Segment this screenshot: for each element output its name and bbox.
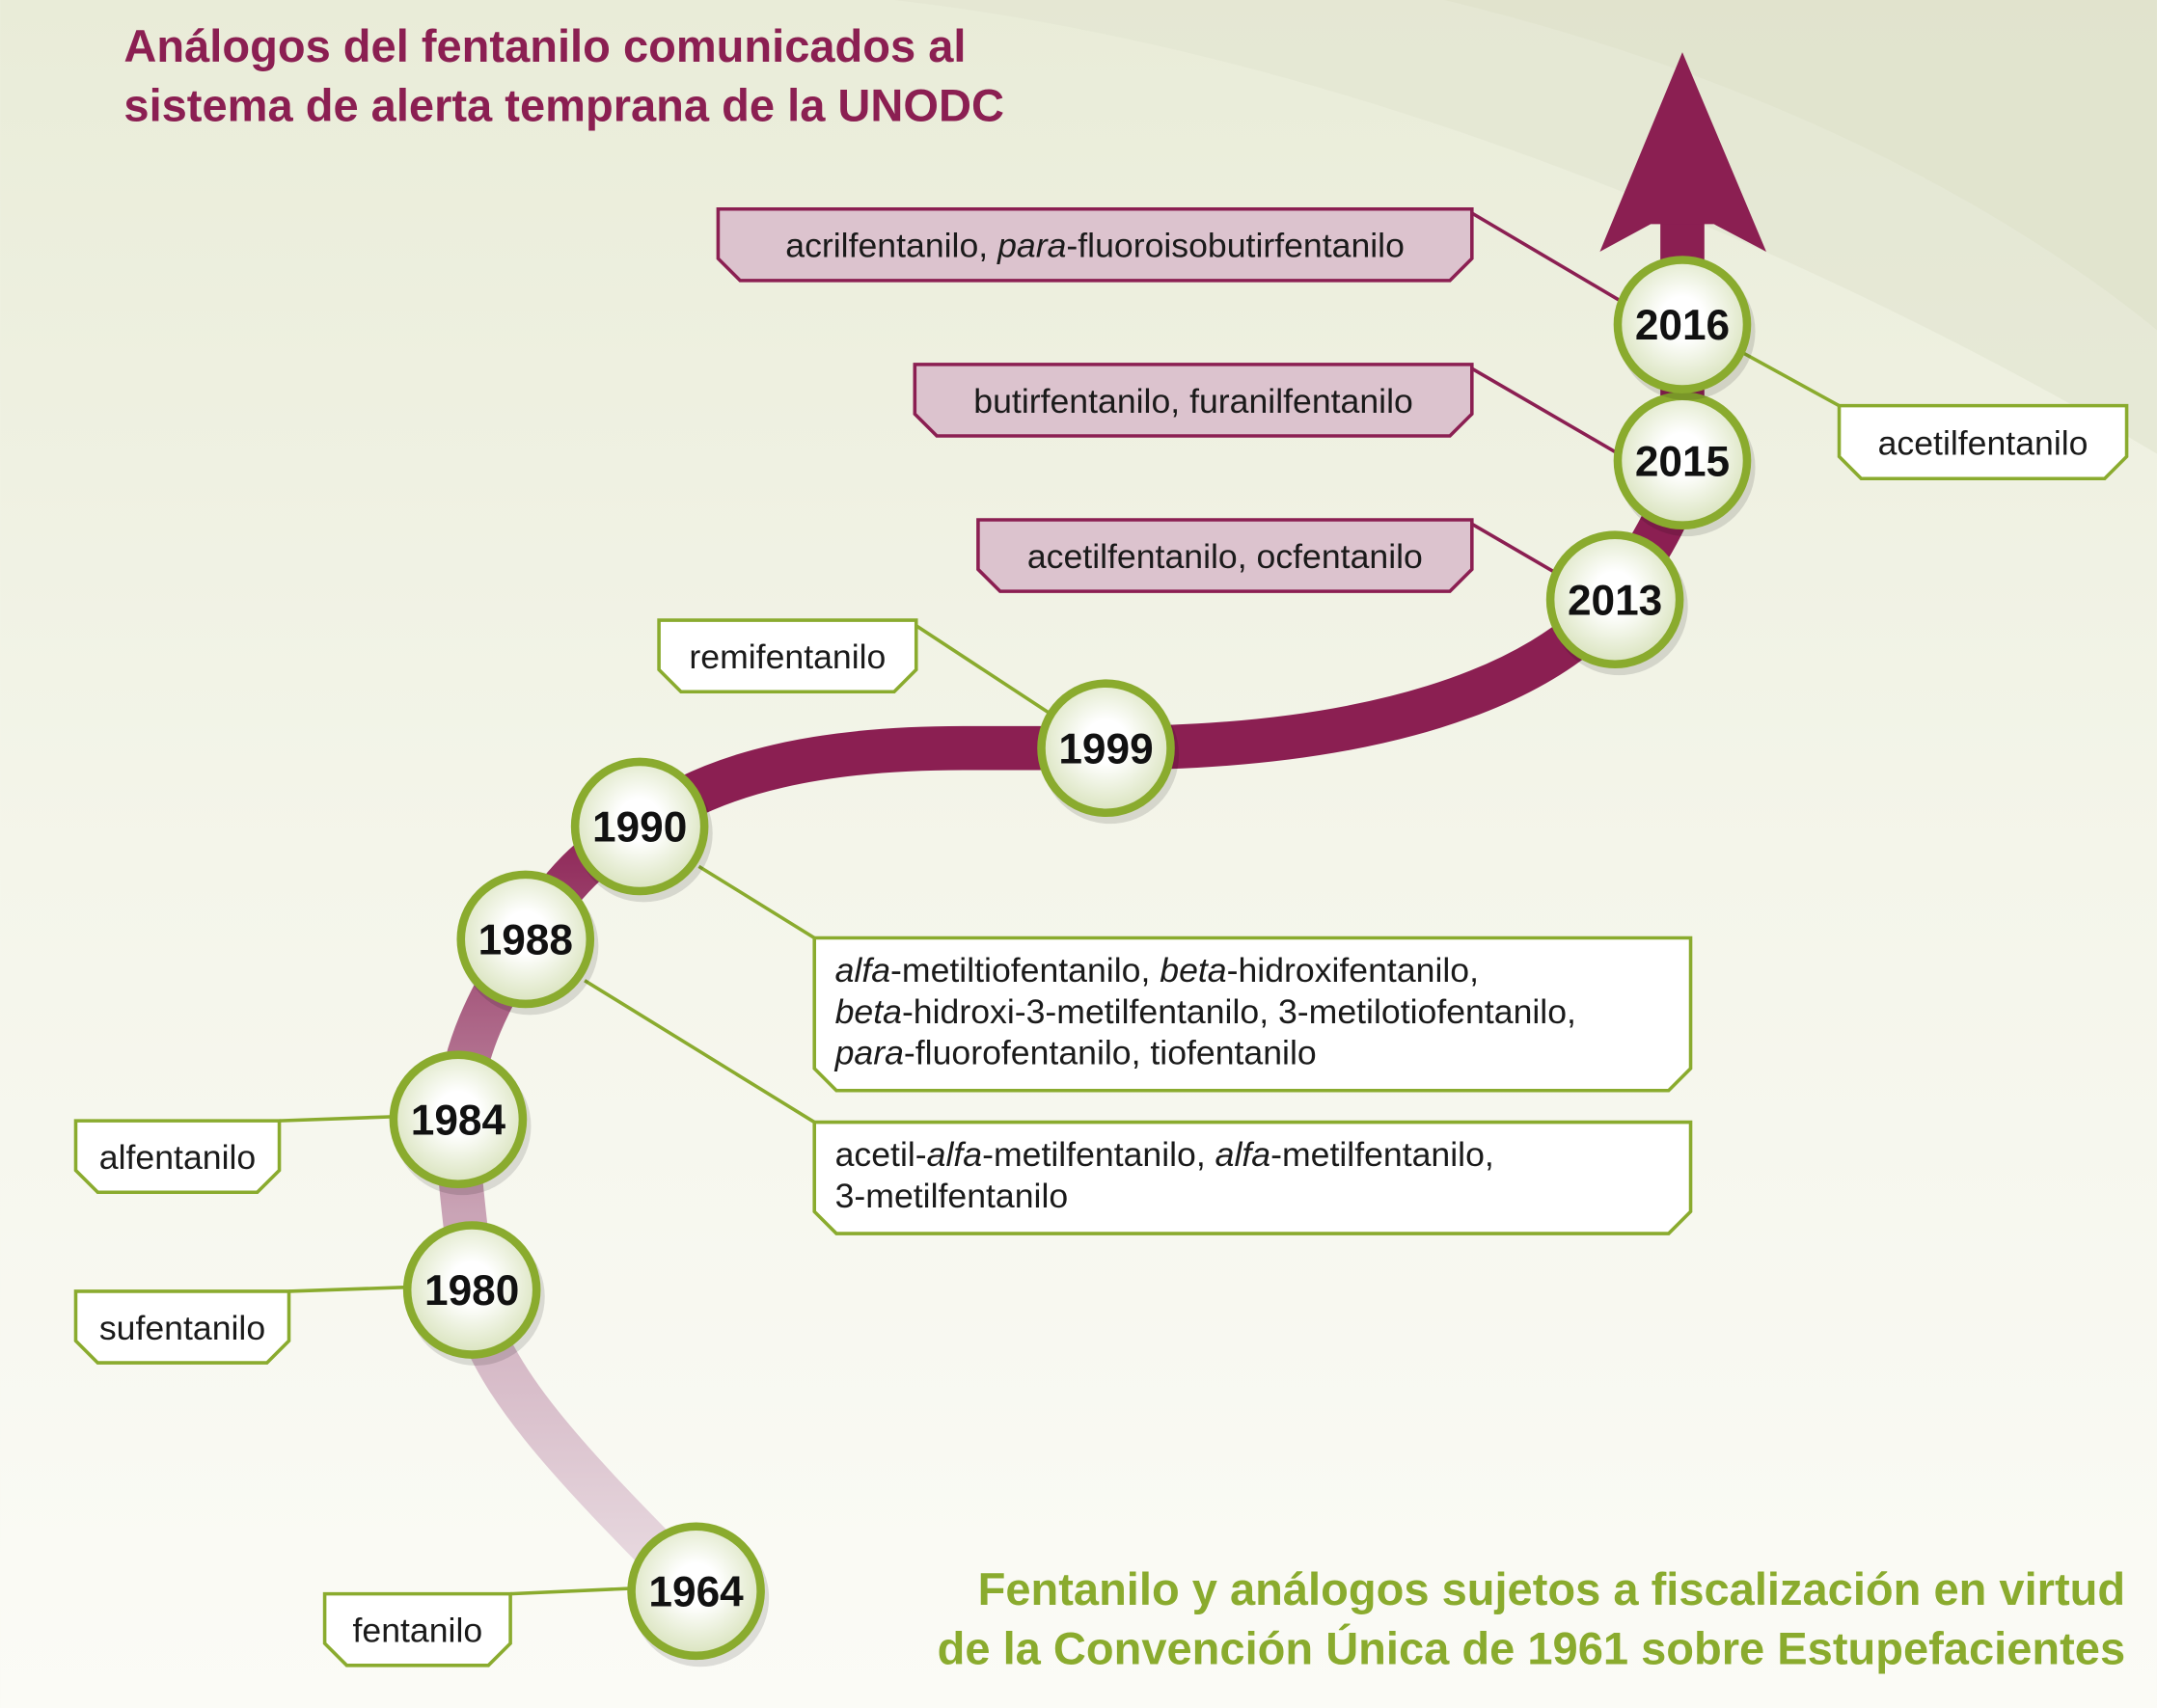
connector-line	[584, 979, 816, 1125]
alert-label-box	[913, 363, 1474, 438]
node-circle	[1037, 679, 1175, 817]
italic-prefix: para	[997, 227, 1066, 265]
node-circle	[627, 1522, 765, 1661]
connector-line	[1740, 350, 1841, 408]
year-label: 2016	[1635, 302, 1730, 349]
subtitle-line-1: Fentanilo y análogos sujetos a fiscaliza…	[978, 1563, 2126, 1614]
node-circle	[456, 870, 595, 1009]
italic-prefix: alfa	[1215, 1135, 1270, 1174]
year-node-2016: 2016	[1613, 256, 1756, 400]
year-node-2015: 2015	[1613, 392, 1756, 537]
label-boxes: fentanilo sufentanilo alfentanilo acetil-al…	[73, 206, 2129, 1667]
year-label: 1964	[648, 1568, 744, 1615]
substance-label: alfa-metiltiofentanilo, beta-hidroxifent…	[835, 951, 1479, 990]
label-text: acetil-	[835, 1135, 927, 1174]
substance-label: acetilfentanilo, ocfentanilo	[1027, 537, 1423, 576]
label-text: -fluoroisobutirfentanilo	[1066, 227, 1405, 265]
connector-line	[1470, 366, 1625, 458]
arrow-up-icon	[1599, 52, 1766, 252]
label-text: sufentanilo	[99, 1309, 265, 1347]
controlled-label-box	[812, 1120, 1693, 1235]
node-circle	[570, 757, 709, 896]
subtitle-line-2: de la Convención Única de 1961 sobre Est…	[938, 1622, 2126, 1673]
node-circle	[1613, 256, 1752, 393]
year-nodes: 1964 1980 1984 1988 1990 1999 2013 2015 2016	[389, 256, 1756, 1667]
controlled-label-box	[657, 618, 918, 694]
label-text: remifentanilo	[689, 637, 886, 676]
italic-prefix: alfa	[927, 1135, 982, 1174]
controlled-label-box	[73, 1119, 282, 1195]
title-line-1: Análogos del fentanilo comunicados al	[123, 20, 966, 71]
alert-label-box	[976, 518, 1474, 593]
connector-line	[697, 864, 816, 939]
year-label: 2013	[1568, 577, 1662, 624]
substance-label: sufentanilo	[99, 1309, 265, 1347]
substance-label: para-fluorofentanilo, tiofentanilo	[834, 1034, 1317, 1072]
substance-label: acetil-alfa-metilfentanilo, alfa-metilfe…	[835, 1135, 1494, 1174]
substance-label: acetilfentanilo	[1878, 423, 2089, 462]
alert-label-box	[716, 206, 1474, 283]
connector-line	[510, 1586, 634, 1596]
substance-label: butirfentanilo, furanilfentanilo	[973, 382, 1413, 420]
year-node-1988: 1988	[456, 870, 599, 1016]
node-circle	[1613, 392, 1752, 529]
italic-prefix: alfa	[835, 951, 890, 990]
node-circle	[1545, 530, 1684, 668]
title-line-2: sistema de alerta temprana de la UNODC	[123, 79, 1004, 130]
substance-label: alfentanilo	[99, 1138, 256, 1177]
connector-line	[288, 1285, 408, 1293]
connector-line	[915, 624, 1050, 715]
label-text: -metilfentanilo,	[1270, 1135, 1494, 1174]
substance-label: fentanilo	[352, 1612, 482, 1650]
node-circle	[402, 1221, 541, 1359]
connector-line	[1470, 522, 1556, 574]
connectors	[279, 211, 1841, 1596]
substance-label: 3-metilfentanilo	[835, 1177, 1069, 1215]
year-node-1964: 1964	[627, 1522, 770, 1667]
italic-prefix: para	[834, 1034, 904, 1072]
controlled-label-box	[1837, 403, 2129, 481]
connector-line	[1470, 211, 1625, 305]
year-node-2013: 2013	[1545, 530, 1688, 676]
controlled-label-box	[73, 1289, 291, 1365]
label-text: 3-metilfentanilo	[835, 1177, 1069, 1215]
label-text: -hidroxifentanilo,	[1227, 951, 1479, 990]
year-node-1984: 1984	[389, 1050, 532, 1196]
year-label: 2015	[1635, 438, 1730, 485]
label-text: alfentanilo	[99, 1138, 256, 1177]
year-node-1999: 1999	[1037, 679, 1180, 825]
controlled-label-box	[322, 1591, 512, 1667]
substance-label: acrilfentanilo, para-fluoroisobutirfenta…	[785, 227, 1405, 265]
label-text: -metilfentanilo,	[982, 1135, 1215, 1174]
year-label: 1984	[411, 1097, 506, 1144]
label-text: butirfentanilo, furanilfentanilo	[973, 382, 1413, 420]
background-swoosh	[1444, 0, 2157, 331]
label-text: acetilfentanilo	[1878, 423, 2089, 462]
year-label: 1980	[424, 1267, 519, 1315]
year-label: 1988	[478, 917, 573, 964]
substance-label: remifentanilo	[689, 637, 886, 676]
label-text: acetilfentanilo, ocfentanilo	[1027, 537, 1423, 576]
italic-prefix: beta	[835, 992, 902, 1031]
label-text: acrilfentanilo,	[785, 227, 997, 265]
label-text: -metiltiofentanilo,	[890, 951, 1160, 990]
year-label: 1990	[592, 804, 687, 852]
label-text: fentanilo	[352, 1612, 482, 1650]
connector-line	[279, 1115, 394, 1123]
year-node-1990: 1990	[570, 757, 713, 903]
node-circle	[389, 1050, 528, 1188]
year-label: 1999	[1058, 725, 1153, 773]
label-text: -fluorofentanilo, tiofentanilo	[904, 1034, 1317, 1072]
label-text: -hidroxi-3-metilfentanilo, 3-metilotiofe…	[902, 992, 1576, 1031]
italic-prefix: beta	[1160, 951, 1226, 990]
year-node-1980: 1980	[402, 1221, 545, 1366]
controlled-label-box	[812, 935, 1693, 1093]
substance-label: beta-hidroxi-3-metilfentanilo, 3-metilot…	[835, 992, 1576, 1031]
